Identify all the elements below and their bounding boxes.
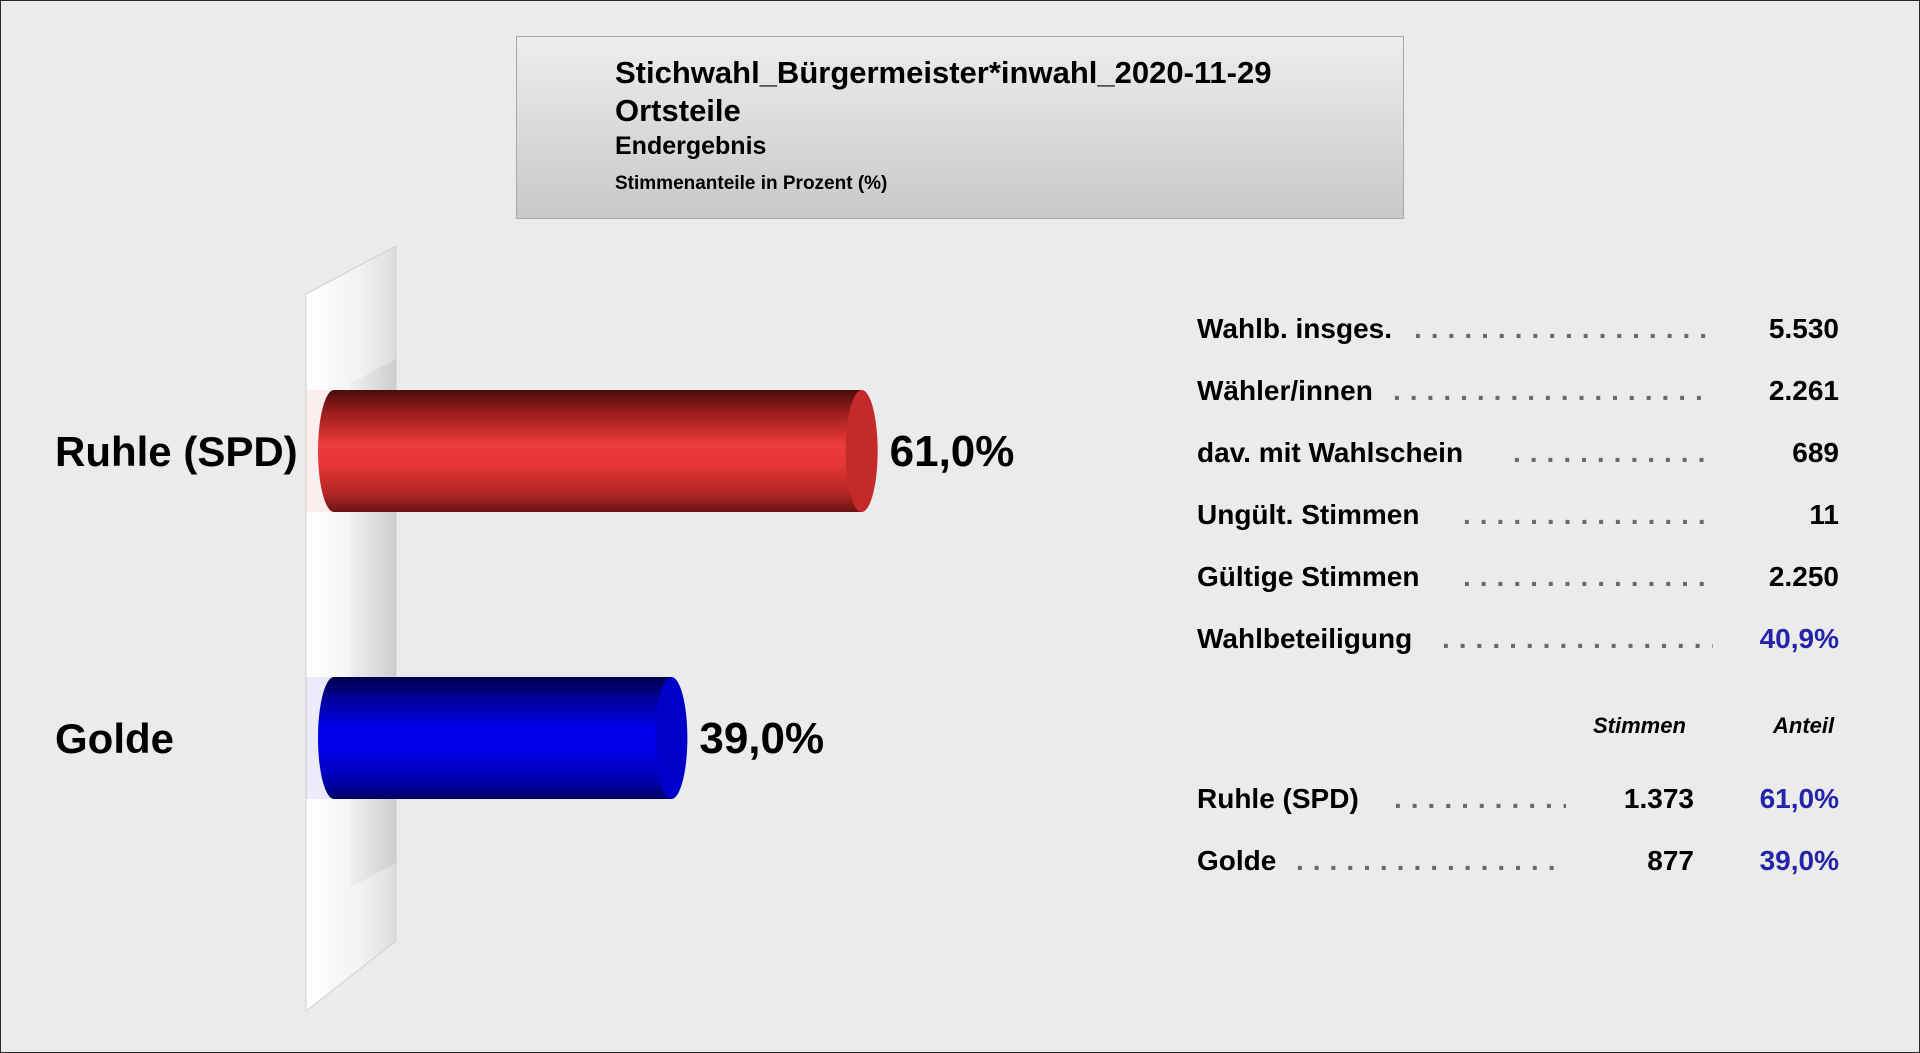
stat-turnout-value: 40,9% — [1759, 623, 1839, 654]
bar-ruhle-spd-cap — [845, 390, 878, 512]
stat-voters: Wähler/innen............................… — [1197, 375, 1839, 411]
result-share: 39,0% — [1759, 845, 1839, 876]
bar-ruhle-spd-cap-shade — [845, 390, 878, 512]
leader-dots: ........................................ — [1463, 499, 1713, 530]
stat-postal-label: dav. mit Wahlschein — [1197, 437, 1464, 468]
value-label: 61,0% — [890, 427, 1015, 476]
bar-ruhle-spd-body — [318, 390, 862, 512]
stat-invalid: Ungült. Stimmen.........................… — [1197, 499, 1839, 535]
result-candidate-name: Golde — [1197, 845, 1277, 876]
leader-dots: .............................. — [1296, 845, 1566, 876]
bar-golde-cap-shade — [655, 677, 688, 799]
bar-golde-cap — [655, 677, 688, 799]
result-candidate-name: Ruhle (SPD) — [1197, 783, 1359, 814]
result-row: Golde.............................. 877 39… — [1197, 845, 1839, 881]
leader-dots: ........................................ — [1513, 437, 1713, 468]
stat-invalid-label: Ungült. Stimmen — [1197, 499, 1420, 530]
title-box: Stichwahl_Bürgermeister*inwahl_2020-11-2… — [516, 36, 1404, 219]
results-header-votes: Stimmen — [1593, 713, 1686, 738]
stat-eligible-label: Wahlb. insges. — [1197, 313, 1392, 344]
result-row: Ruhle (SPD).............................… — [1197, 783, 1839, 819]
stat-eligible: Wahlb. insges...........................… — [1197, 313, 1839, 349]
stat-voters-value: 2.261 — [1768, 375, 1839, 406]
result-votes: 1.373 — [1623, 783, 1694, 814]
category-label: Golde — [55, 715, 174, 762]
leader-dots: .............................. — [1394, 783, 1566, 814]
leader-dots: ........................................ — [1393, 375, 1713, 406]
stat-turnout-label: Wahlbeteiligung — [1197, 623, 1413, 654]
value-label: 39,0% — [699, 714, 824, 763]
stat-postal-value: 689 — [1792, 437, 1839, 468]
stat-invalid-value: 11 — [1809, 499, 1839, 530]
leader-dots: ........................................ — [1442, 623, 1713, 654]
chart-area: Ortsteile — [615, 93, 741, 128]
stat-valid: Gültige Stimmen.........................… — [1197, 561, 1839, 597]
bar-golde-body — [318, 677, 672, 799]
stat-postal: dav. mit Wahlschein.....................… — [1197, 437, 1839, 473]
results-header-share: Anteil — [1773, 713, 1835, 738]
bar-ruhle-spd — [306, 390, 878, 512]
bar-golde — [306, 677, 688, 799]
leader-dots: ........................................ — [1463, 561, 1713, 592]
stat-voters-label: Wähler/innen — [1197, 375, 1373, 406]
chart-status: Endergebnis — [615, 132, 767, 160]
chart-unit-note: Stimmenanteile in Prozent (%) — [615, 173, 888, 194]
stat-valid-label: Gültige Stimmen — [1197, 561, 1420, 592]
chart-back-wall — [305, 245, 397, 1013]
category-label: Ruhle (SPD) — [55, 428, 298, 475]
result-share: 61,0% — [1759, 783, 1839, 814]
result-votes: 877 — [1647, 845, 1694, 876]
stat-turnout: Wahlbeteiligung.........................… — [1197, 623, 1839, 659]
stat-eligible-value: 5.530 — [1768, 313, 1839, 344]
stat-valid-value: 2.250 — [1768, 561, 1839, 592]
leader-dots: ........................................ — [1414, 313, 1713, 344]
chart-title: Stichwahl_Bürgermeister*inwahl_2020-11-2… — [615, 55, 1272, 90]
